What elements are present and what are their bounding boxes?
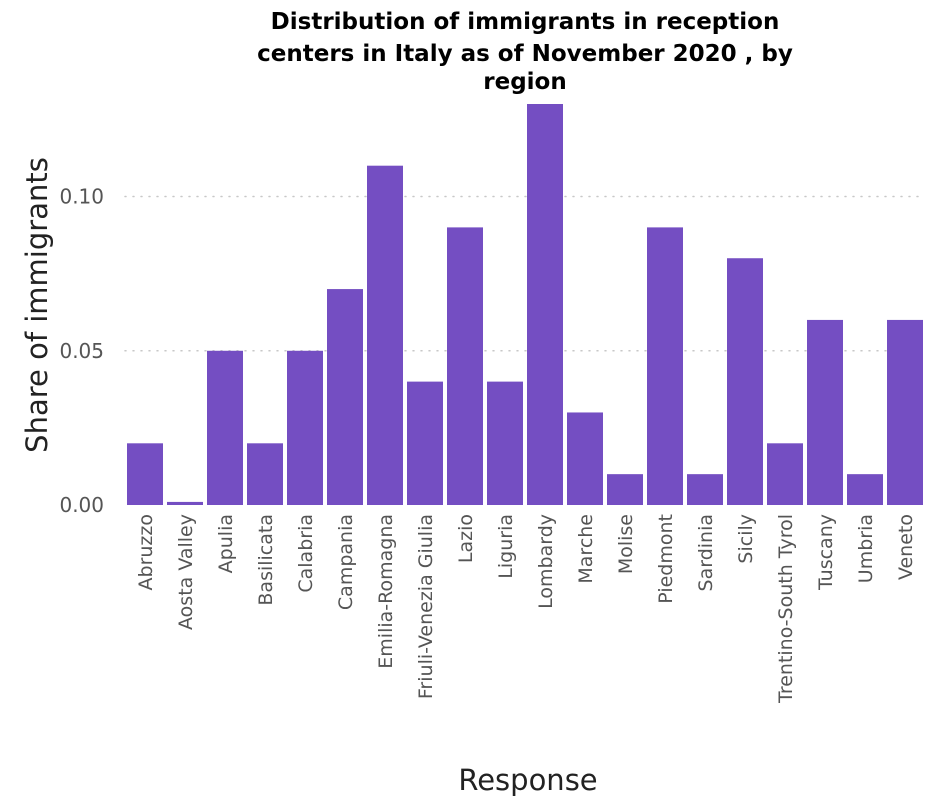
x-tick-label: Veneto bbox=[895, 514, 917, 580]
x-tick-label: Molise bbox=[615, 514, 637, 574]
bar-friuli-venezia-giulia bbox=[407, 381, 443, 505]
x-tick-label: Abruzzo bbox=[135, 514, 157, 590]
x-tick-label: Lazio bbox=[455, 514, 477, 563]
bar-trentino-south-tyrol bbox=[767, 443, 803, 505]
bar-umbria bbox=[847, 474, 883, 505]
x-tick-label: Sardinia bbox=[695, 514, 717, 591]
y-tick-label: 0.00 bbox=[59, 493, 104, 517]
bars bbox=[127, 104, 923, 505]
x-tick-label: Umbria bbox=[855, 514, 877, 583]
chart-title: Distribution of immigrants in reception … bbox=[257, 9, 793, 95]
bar-marche bbox=[567, 412, 603, 505]
bar-calabria bbox=[287, 350, 323, 505]
bar-basilicata bbox=[247, 443, 283, 505]
bar-piedmont bbox=[647, 227, 683, 505]
y-axis-label: Share of immigrants bbox=[20, 157, 54, 453]
bar-sardinia bbox=[687, 474, 723, 505]
bar-campania bbox=[327, 289, 363, 505]
bar-abruzzo bbox=[127, 443, 163, 505]
x-tick-label: Tuscany bbox=[815, 514, 837, 591]
bar-tuscany bbox=[807, 319, 843, 505]
x-tick-label: Liguria bbox=[495, 514, 517, 579]
y-tick-label: 0.05 bbox=[59, 339, 104, 363]
bar-sicily bbox=[727, 258, 763, 505]
x-tick-label: Trentino-South Tyrol bbox=[775, 514, 797, 704]
x-tick-label: Piedmont bbox=[655, 514, 677, 604]
x-tick-label: Friuli-Venezia Giulia bbox=[415, 514, 437, 699]
y-axis-ticks: 0.00 0.05 0.10 bbox=[59, 185, 104, 517]
bar-liguria bbox=[487, 381, 523, 505]
bar-lombardy bbox=[527, 104, 563, 505]
x-tick-label: Marche bbox=[575, 514, 597, 584]
bar-lazio bbox=[447, 227, 483, 505]
chart-title-line-2: centers in Italy as of November 2020 , b… bbox=[257, 41, 793, 67]
chart-title-line-1: Distribution of immigrants in reception bbox=[271, 9, 780, 35]
x-tick-label: Lombardy bbox=[535, 514, 557, 609]
x-tick-label: Apulia bbox=[215, 514, 237, 573]
bar-molise bbox=[607, 474, 643, 505]
x-axis-label: Response bbox=[458, 763, 597, 797]
x-tick-label: Emilia-Romagna bbox=[375, 514, 397, 669]
chart-title-line-3: region bbox=[483, 69, 566, 95]
bar-emilia-romagna bbox=[367, 165, 403, 505]
x-tick-label: Calabria bbox=[295, 514, 317, 593]
x-tick-label: Aosta Valley bbox=[175, 514, 197, 630]
bar-aosta-valley bbox=[167, 501, 203, 505]
x-tick-label: Campania bbox=[335, 514, 357, 610]
bar-apulia bbox=[207, 350, 243, 505]
x-tick-label: Sicily bbox=[735, 514, 757, 564]
x-axis-ticks: Abruzzo Aosta Valley Apulia Basilicata Calab… bbox=[135, 514, 917, 704]
gridlines bbox=[124, 195, 926, 352]
bar-veneto bbox=[887, 319, 923, 505]
y-tick-label: 0.10 bbox=[59, 185, 104, 209]
x-tick-label: Basilicata bbox=[255, 514, 277, 606]
